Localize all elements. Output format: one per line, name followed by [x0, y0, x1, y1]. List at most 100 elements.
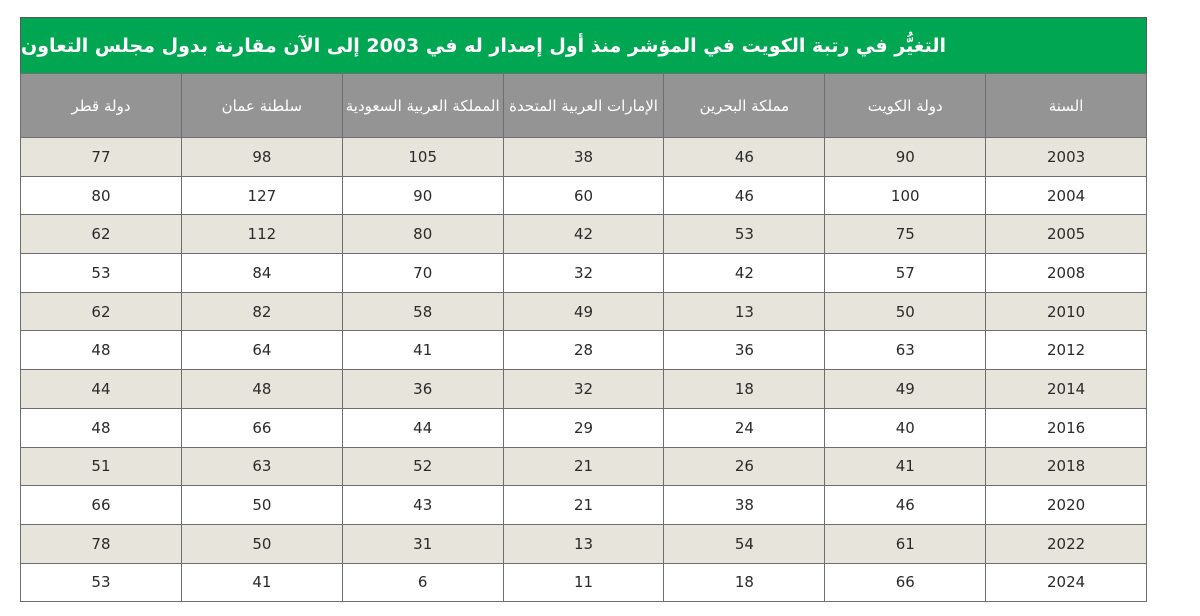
cell-bahrain: 18: [663, 562, 826, 603]
cell-bahrain: 42: [663, 253, 826, 293]
header-saudi-arabia: المملكة العربية السعودية: [341, 73, 504, 138]
cell-year: 2024: [985, 562, 1147, 603]
cell-uae: 11: [502, 562, 665, 603]
cell-bahrain: 18: [663, 369, 826, 409]
table-row: 2020 46 38 21 43 50 66: [20, 485, 1147, 525]
table-row: 2003 90 46 38 105 98 77: [20, 137, 1147, 177]
cell-oman: 98: [180, 137, 343, 177]
table-row: 2012 63 36 28 41 64 48: [20, 330, 1147, 371]
cell-qatar: 53: [20, 253, 182, 293]
cell-saudi-arabia: 52: [341, 446, 504, 487]
cell-bahrain: 46: [663, 137, 826, 177]
header-oman: سلطنة عمان: [180, 73, 343, 138]
cell-saudi-arabia: 90: [341, 175, 504, 216]
cell-oman: 127: [180, 175, 343, 216]
cell-kuwait: 41: [824, 446, 987, 487]
cell-kuwait: 90: [824, 137, 987, 177]
cell-uae: 13: [502, 523, 665, 564]
cell-bahrain: 46: [663, 175, 826, 216]
cell-kuwait: 40: [824, 407, 987, 448]
header-uae: الإمارات العربية المتحدة: [502, 73, 665, 138]
cell-uae: 32: [502, 369, 665, 409]
cell-uae: 42: [502, 214, 665, 255]
cell-bahrain: 26: [663, 446, 826, 487]
header-qatar: دولة قطر: [20, 73, 182, 138]
table-row: 2018 41 26 21 52 63 51: [20, 446, 1147, 487]
cell-bahrain: 38: [663, 485, 826, 525]
cell-qatar: 48: [20, 407, 182, 448]
cell-kuwait: 63: [824, 330, 987, 371]
table-body: 2003 90 46 38 105 98 77 2004 100 46 60 90 127 80 2005 7…: [20, 137, 1147, 603]
cell-saudi-arabia: 80: [341, 214, 504, 255]
table-row: 2022 61 54 13 31 50 78: [20, 523, 1147, 564]
cell-qatar: 53: [20, 562, 182, 603]
cell-kuwait: 46: [824, 485, 987, 525]
cell-saudi-arabia: 58: [341, 291, 504, 332]
table-row: 2024 66 18 11 6 41 53: [20, 562, 1147, 603]
table-row: 2014 49 18 32 36 48 44: [20, 369, 1147, 409]
cell-year: 2018: [985, 446, 1147, 487]
cell-oman: 48: [180, 369, 343, 409]
cell-uae: 21: [502, 446, 665, 487]
cell-year: 2005: [985, 214, 1147, 255]
cell-kuwait: 66: [824, 562, 987, 603]
cell-year: 2022: [985, 523, 1147, 564]
table-header-row: السنة دولة الكويت مملكة البحرين الإمارات…: [20, 73, 1147, 138]
cell-qatar: 62: [20, 214, 182, 255]
ranking-table: السنة دولة الكويت مملكة البحرين الإمارات…: [20, 73, 1147, 603]
ranking-table-container: التغيُّر في رتبة الكويت في المؤشر منذ أو…: [20, 17, 1147, 603]
cell-bahrain: 54: [663, 523, 826, 564]
cell-qatar: 51: [20, 446, 182, 487]
cell-oman: 66: [180, 407, 343, 448]
cell-saudi-arabia: 43: [341, 485, 504, 525]
table-title-bar: التغيُّر في رتبة الكويت في المؤشر منذ أو…: [20, 17, 1147, 73]
cell-uae: 49: [502, 291, 665, 332]
cell-year: 2008: [985, 253, 1147, 293]
cell-oman: 64: [180, 330, 343, 371]
cell-qatar: 66: [20, 485, 182, 525]
cell-oman: 82: [180, 291, 343, 332]
cell-year: 2004: [985, 175, 1147, 216]
cell-qatar: 77: [20, 137, 182, 177]
cell-bahrain: 36: [663, 330, 826, 371]
cell-uae: 38: [502, 137, 665, 177]
cell-saudi-arabia: 70: [341, 253, 504, 293]
cell-uae: 60: [502, 175, 665, 216]
cell-saudi-arabia: 105: [341, 137, 504, 177]
cell-qatar: 78: [20, 523, 182, 564]
cell-qatar: 48: [20, 330, 182, 371]
cell-year: 2003: [985, 137, 1147, 177]
cell-year: 2010: [985, 291, 1147, 332]
cell-oman: 63: [180, 446, 343, 487]
cell-qatar: 62: [20, 291, 182, 332]
cell-saudi-arabia: 41: [341, 330, 504, 371]
cell-year: 2016: [985, 407, 1147, 448]
cell-year: 2020: [985, 485, 1147, 525]
table-row: 2010 50 13 49 58 82 62: [20, 291, 1147, 332]
cell-oman: 84: [180, 253, 343, 293]
cell-kuwait: 49: [824, 369, 987, 409]
cell-saudi-arabia: 6: [341, 562, 504, 603]
cell-bahrain: 53: [663, 214, 826, 255]
cell-uae: 32: [502, 253, 665, 293]
cell-kuwait: 50: [824, 291, 987, 332]
cell-oman: 112: [180, 214, 343, 255]
table-row: 2016 40 24 29 44 66 48: [20, 407, 1147, 448]
cell-bahrain: 24: [663, 407, 826, 448]
cell-kuwait: 75: [824, 214, 987, 255]
cell-saudi-arabia: 44: [341, 407, 504, 448]
table-row: 2005 75 53 42 80 112 62: [20, 214, 1147, 255]
header-bahrain: مملكة البحرين: [663, 73, 826, 138]
header-year: السنة: [985, 73, 1147, 138]
cell-oman: 50: [180, 485, 343, 525]
table-title: التغيُّر في رتبة الكويت في المؤشر منذ أو…: [21, 34, 946, 57]
cell-kuwait: 57: [824, 253, 987, 293]
cell-qatar: 44: [20, 369, 182, 409]
table-row: 2004 100 46 60 90 127 80: [20, 175, 1147, 216]
cell-uae: 29: [502, 407, 665, 448]
cell-kuwait: 100: [824, 175, 987, 216]
cell-oman: 50: [180, 523, 343, 564]
cell-uae: 28: [502, 330, 665, 371]
cell-qatar: 80: [20, 175, 182, 216]
header-kuwait: دولة الكويت: [824, 73, 987, 138]
